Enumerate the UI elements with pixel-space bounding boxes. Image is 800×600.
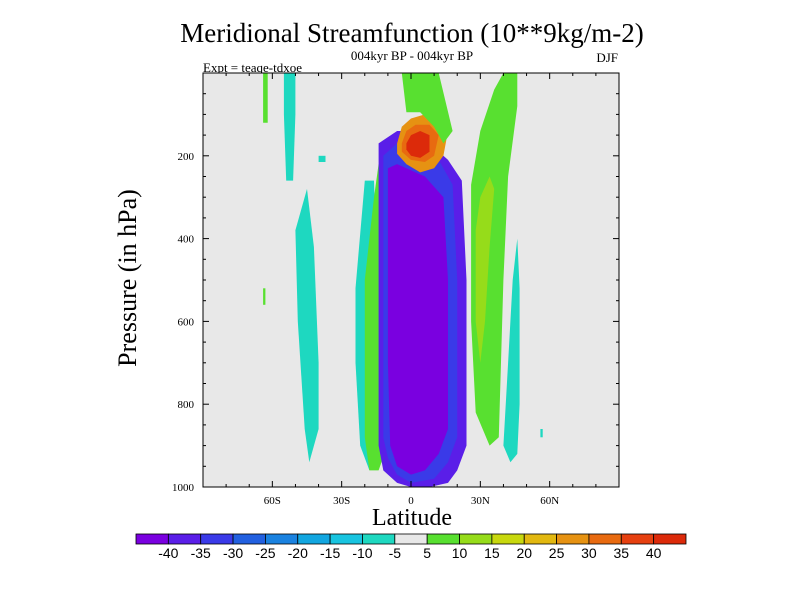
contour-cyan-column-nh: [503, 238, 520, 463]
colorbar-swatch: [491, 533, 525, 545]
colorbar-swatch: [523, 533, 557, 545]
contour-cyan-speck-sh: [318, 155, 326, 162]
colorbar-swatch: [620, 533, 655, 545]
colorbar-label: -35: [191, 545, 211, 561]
y-tick-label: 800: [178, 399, 195, 411]
colorbar-label: -5: [389, 545, 402, 561]
colorbar-label: 40: [646, 545, 662, 561]
colorbar-label: 25: [549, 545, 565, 561]
colorbar-swatch: [459, 533, 493, 545]
colorbar-swatch: [653, 533, 687, 545]
experiment-label: Expt = teaqe-tdxoe: [203, 60, 302, 75]
contour-green-strip-sh-top: [263, 73, 268, 123]
colorbar-label: -20: [288, 545, 308, 561]
x-tick-label: 30S: [333, 495, 350, 507]
colorbar-label: -10: [352, 545, 372, 561]
colorbar-swatch: [297, 533, 331, 545]
colorbar: -40 -35 -30 -25 -20 -15 -10 -5 5 10 15 20 25 30 35 40: [135, 533, 687, 561]
colorbar-label: -30: [223, 545, 243, 561]
contour-red-core-inner: [406, 131, 430, 158]
chart-title: Meridional Streamfunction (10**9kg/m-2): [180, 18, 643, 48]
colorbar-label: -40: [158, 545, 178, 561]
colorbar-swatch: [200, 533, 234, 545]
colorbar-swatch: [394, 533, 428, 545]
colorbar-swatch: [135, 533, 169, 545]
season-label: DJF: [596, 50, 618, 65]
chart-subtitle: 004kyr BP - 004kyr BP: [351, 48, 473, 63]
contour-neutral-patch-sh: [230, 122, 254, 487]
contour-cyan-strip-sh-top: [283, 73, 296, 181]
y-tick-label: 1000: [172, 482, 195, 494]
y-tick-label: 200: [178, 151, 195, 163]
y-axis-label: Pressure (in hPa): [113, 189, 142, 367]
x-tick-label: 30N: [471, 495, 490, 507]
x-axis-label: Latitude: [372, 505, 452, 531]
colorbar-label: -15: [320, 545, 340, 561]
colorbar-label: 5: [423, 545, 431, 561]
colorbar-label: 35: [614, 545, 630, 561]
contour-green-speck-sh: [263, 288, 266, 305]
x-tick-label: 0: [408, 495, 414, 507]
y-tick-label: 400: [178, 234, 195, 246]
colorbar-swatch: [556, 533, 590, 545]
colorbar-label: 10: [452, 545, 468, 561]
contour-yellow-column-nh: [475, 176, 495, 363]
x-tick-label: 60S: [264, 495, 281, 507]
colorbar-label: 20: [516, 545, 532, 561]
contour-cyan-speck-nh: [540, 429, 543, 438]
colorbar-swatch: [426, 533, 460, 545]
colorbar-swatch: [232, 533, 266, 545]
colorbar-swatch: [167, 533, 202, 545]
colorbar-swatch: [329, 533, 363, 545]
y-axis: 200 400 600 800 1000: [172, 72, 619, 494]
plot-area: [203, 73, 619, 487]
colorbar-label: -25: [255, 545, 275, 561]
contour-cyan-column-sh: [295, 188, 319, 463]
colorbar-swatch: [265, 533, 299, 545]
contour-neutral-patch-nh: [549, 176, 578, 487]
colorbar-swatch: [362, 533, 396, 545]
colorbar-label: 15: [484, 545, 500, 561]
y-tick-label: 600: [178, 316, 195, 328]
colorbar-swatch: [588, 533, 622, 545]
colorbar-label: 30: [581, 545, 597, 561]
contour-purple-core-inner: [387, 164, 448, 475]
contour-green-halo-top: [401, 73, 453, 144]
contour-green-column-nh: [471, 73, 518, 446]
x-axis: 60S 30S 0 30N 60N: [202, 73, 620, 507]
x-tick-label: 60N: [540, 495, 559, 507]
